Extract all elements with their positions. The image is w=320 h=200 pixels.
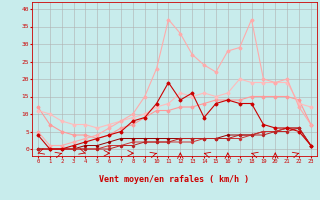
X-axis label: Vent moyen/en rafales ( km/h ): Vent moyen/en rafales ( km/h ): [100, 175, 249, 184]
